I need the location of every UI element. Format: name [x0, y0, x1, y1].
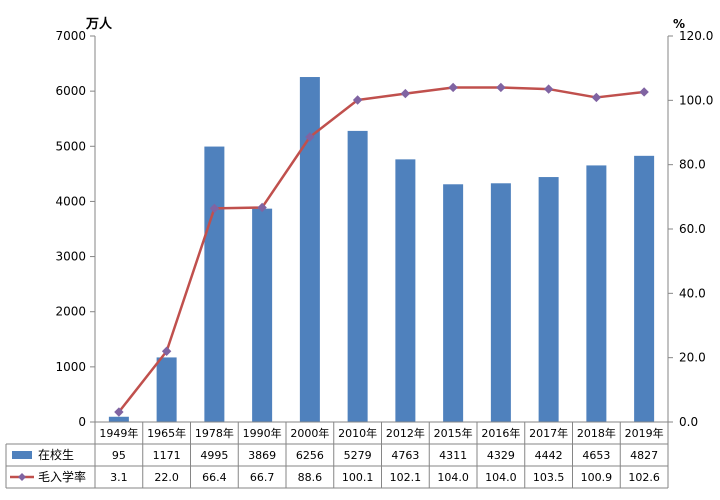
- bar: [156, 357, 177, 422]
- left-tick-label: 7000: [55, 29, 86, 43]
- line-point: [114, 407, 124, 417]
- bar: [634, 155, 655, 422]
- line-data-label: 66.7: [250, 471, 275, 484]
- category-label: 1978年: [195, 426, 234, 440]
- bar: [252, 208, 273, 422]
- category-label: 2012年: [386, 426, 425, 440]
- right-tick-label: 20.0: [679, 351, 706, 365]
- axis-layer: 0 1000 2000 3000 4000 5000 6000 7000 0.0 20.0 40.0…: [55, 29, 713, 429]
- line-series: [117, 86, 645, 413]
- category-label: 1949年: [99, 426, 138, 440]
- left-tick-label: 5000: [55, 139, 86, 153]
- line-point: [209, 203, 220, 214]
- line-data-label: 22.0: [154, 471, 179, 484]
- bar-data-label: 4311: [439, 449, 467, 462]
- category-label: 2010年: [338, 426, 377, 440]
- line-layer: [114, 82, 649, 417]
- line-point: [448, 82, 458, 93]
- line-data-label: 102.6: [628, 471, 660, 484]
- left-tick-label: 6000: [55, 84, 86, 98]
- legend-key-bar: [12, 451, 32, 459]
- legend-label-line: 毛入学率: [38, 469, 86, 484]
- bar-data-label: 5279: [344, 449, 372, 462]
- left-tick-label: 0: [78, 415, 86, 429]
- bar-data-label: 6256: [296, 449, 324, 462]
- category-label: 2018年: [577, 426, 616, 440]
- legend-label-bar: 在校生: [38, 447, 74, 462]
- line-point: [161, 346, 172, 356]
- bar-data-label: 4763: [391, 449, 419, 462]
- line-point: [257, 202, 267, 213]
- line-data-label: 66.4: [202, 471, 227, 484]
- bar: [586, 165, 607, 422]
- category-label: 2015年: [434, 426, 473, 440]
- right-tick-label: 80.0: [679, 158, 706, 172]
- left-tick-label: 4000: [55, 194, 86, 208]
- data-table: 1949年 1965年 1978年 1990年 2000年 2010年 2012年 2015年…: [5, 421, 669, 489]
- bar-data-label: 3869: [248, 449, 276, 462]
- category-label: 2017年: [529, 426, 568, 440]
- bar-data-label: 4827: [630, 449, 658, 462]
- line-point: [591, 92, 602, 103]
- category-label: 2016年: [481, 426, 520, 440]
- line-point: [305, 132, 315, 142]
- bar-data-label: 4329: [487, 449, 515, 462]
- category-label: 2019年: [625, 426, 664, 440]
- category-label: 1965年: [147, 426, 186, 440]
- left-axis-unit: 万人: [85, 16, 113, 32]
- bar-data-label: 1171: [153, 449, 181, 462]
- line-data-label: 103.5: [533, 471, 565, 484]
- line-data-label: 88.6: [298, 471, 323, 484]
- right-axis-unit: %: [673, 17, 685, 31]
- line-point: [496, 82, 506, 93]
- bar-data-label: 4653: [582, 449, 610, 462]
- bar-layer: [108, 77, 655, 423]
- left-tick-label: 1000: [55, 360, 86, 374]
- bar: [443, 184, 464, 422]
- right-tick-label: 60.0: [679, 222, 706, 236]
- bar: [299, 77, 320, 423]
- line-data-label: 104.0: [485, 471, 517, 484]
- right-tick-label: 0.0: [679, 415, 698, 429]
- line-point: [543, 84, 554, 94]
- bar: [395, 159, 416, 423]
- category-label: 1990年: [243, 426, 282, 440]
- line-data-label: 102.1: [390, 471, 422, 484]
- bar: [204, 146, 225, 422]
- line-point: [639, 87, 649, 97]
- bar: [347, 130, 368, 422]
- line-point: [400, 88, 411, 99]
- left-tick-label: 3000: [55, 250, 86, 264]
- category-label: 2000年: [290, 426, 329, 440]
- right-tick-label: 100.0: [679, 93, 713, 107]
- line-data-label: 3.1: [110, 471, 128, 484]
- bar: [108, 416, 129, 422]
- right-tick-label: 40.0: [679, 286, 706, 300]
- bar-data-label: 95: [112, 449, 126, 462]
- line-point: [352, 95, 363, 105]
- line-data-label: 100.9: [581, 471, 613, 484]
- line-data-label: 104.0: [437, 471, 469, 484]
- bar: [538, 177, 559, 422]
- left-tick-label: 2000: [55, 305, 86, 319]
- line-data-label: 100.1: [342, 471, 374, 484]
- legend-key-marker: [18, 473, 26, 481]
- right-tick-label: 120.0: [679, 29, 713, 43]
- bar: [490, 183, 511, 422]
- bar-data-label: 4995: [200, 449, 228, 462]
- bar-data-label: 4442: [535, 449, 563, 462]
